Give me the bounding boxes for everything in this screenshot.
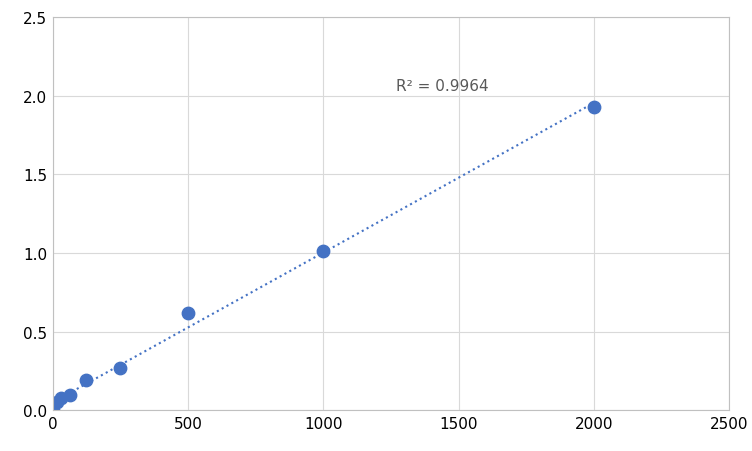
Point [317,249,329,256]
Point [51,399,63,406]
Point [114,364,126,372]
Text: R² = 0.9964: R² = 0.9964 [396,78,489,93]
Point [55,394,67,401]
Point [182,309,194,317]
Point [80,377,92,384]
Point [63,391,75,398]
Point [588,104,600,111]
Point [47,407,59,414]
